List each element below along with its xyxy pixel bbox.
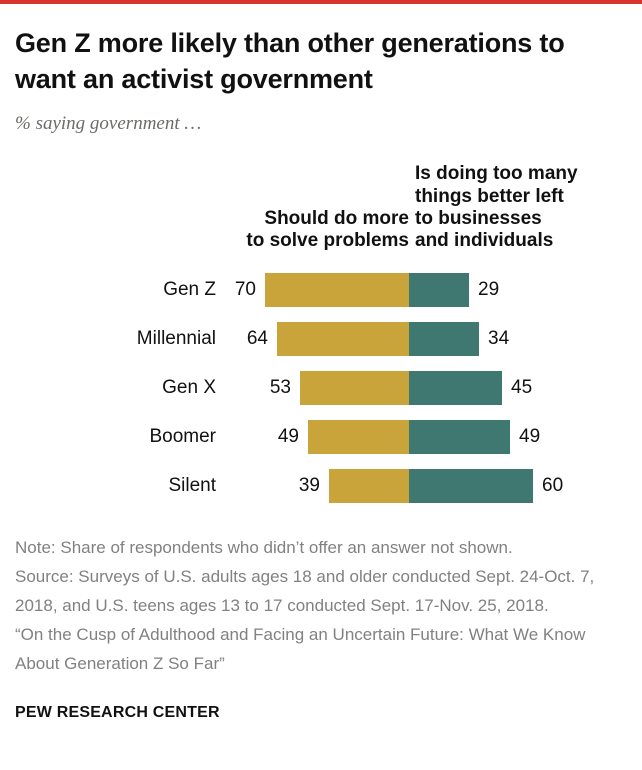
- bar-doing-too-many: [409, 272, 469, 307]
- chart-subtitle: % saying government …: [15, 113, 202, 135]
- bar-should-do-more: [300, 370, 409, 405]
- right-value-label: 45: [511, 376, 533, 398]
- left-value-label: 49: [277, 425, 299, 447]
- chart-row-silent: Silent 39 60: [15, 468, 627, 503]
- source-text: Source: Surveys of U.S. adults ages 18 a…: [15, 566, 595, 615]
- chart-row-genx: Gen X 53 45: [15, 370, 627, 405]
- right-value-label: 29: [478, 278, 500, 300]
- left-value-label: 64: [246, 327, 268, 349]
- left-bar-zone: 53: [230, 370, 409, 405]
- left-bar-zone: 70: [230, 272, 409, 307]
- category-label: Millennial: [136, 327, 216, 349]
- left-bar-zone: 64: [230, 321, 409, 356]
- right-value-label: 49: [519, 425, 541, 447]
- right-bar-zone: 49: [409, 419, 541, 454]
- left-column-header: Should do more to solve problems: [246, 208, 409, 252]
- note-text: Note: Share of respondents who didn’t of…: [15, 537, 513, 557]
- right-bar-zone: 60: [409, 468, 564, 503]
- column-headers: Should do more to solve problems Is doin…: [15, 163, 627, 253]
- notes-block: Note: Share of respondents who didn’t of…: [15, 533, 595, 678]
- right-column-header-wrap: Is doing too many things better left to …: [415, 163, 578, 253]
- chart-row-genz: Gen Z 70 29: [15, 272, 627, 307]
- category-label: Gen Z: [163, 278, 216, 300]
- bar-should-do-more: [308, 419, 409, 454]
- right-bar-zone: 34: [409, 321, 510, 356]
- left-value-label: 53: [269, 376, 291, 398]
- chart-title: Gen Z more likely than other generations…: [15, 28, 565, 94]
- chart-row-boomer: Boomer 49 49: [15, 419, 627, 454]
- bar-should-do-more: [265, 272, 409, 307]
- right-bar-zone: 45: [409, 370, 533, 405]
- bar-doing-too-many: [409, 321, 479, 356]
- right-value-label: 34: [488, 327, 510, 349]
- chart-card: Gen Z more likely than other generations…: [0, 26, 642, 748]
- bar-doing-too-many: [409, 419, 510, 454]
- bar-should-do-more: [277, 321, 409, 356]
- bar-doing-too-many: [409, 370, 502, 405]
- left-value-label: 39: [298, 474, 320, 496]
- diverging-bar-chart: Gen Z 70 29 Millennial 64 34 Gen X: [15, 272, 627, 503]
- bar-should-do-more: [329, 468, 409, 503]
- chart-row-millennial: Millennial 64 34: [15, 321, 627, 356]
- right-bar-zone: 29: [409, 272, 500, 307]
- right-value-label: 60: [542, 474, 564, 496]
- category-label: Gen X: [162, 376, 216, 398]
- right-column-header: Is doing too many things better left to …: [415, 163, 578, 252]
- top-accent-rule: [0, 0, 642, 4]
- left-value-label: 70: [234, 278, 256, 300]
- category-label: Silent: [168, 474, 216, 496]
- left-bar-zone: 49: [230, 419, 409, 454]
- bar-doing-too-many: [409, 468, 533, 503]
- left-bar-zone: 39: [230, 468, 409, 503]
- pew-research-center-brand: PEW RESEARCH CENTER: [15, 703, 220, 721]
- category-label: Boomer: [149, 425, 216, 447]
- citation-text: “On the Cusp of Adulthood and Facing an …: [15, 624, 586, 673]
- left-column-header-wrap: Should do more to solve problems: [15, 208, 409, 253]
